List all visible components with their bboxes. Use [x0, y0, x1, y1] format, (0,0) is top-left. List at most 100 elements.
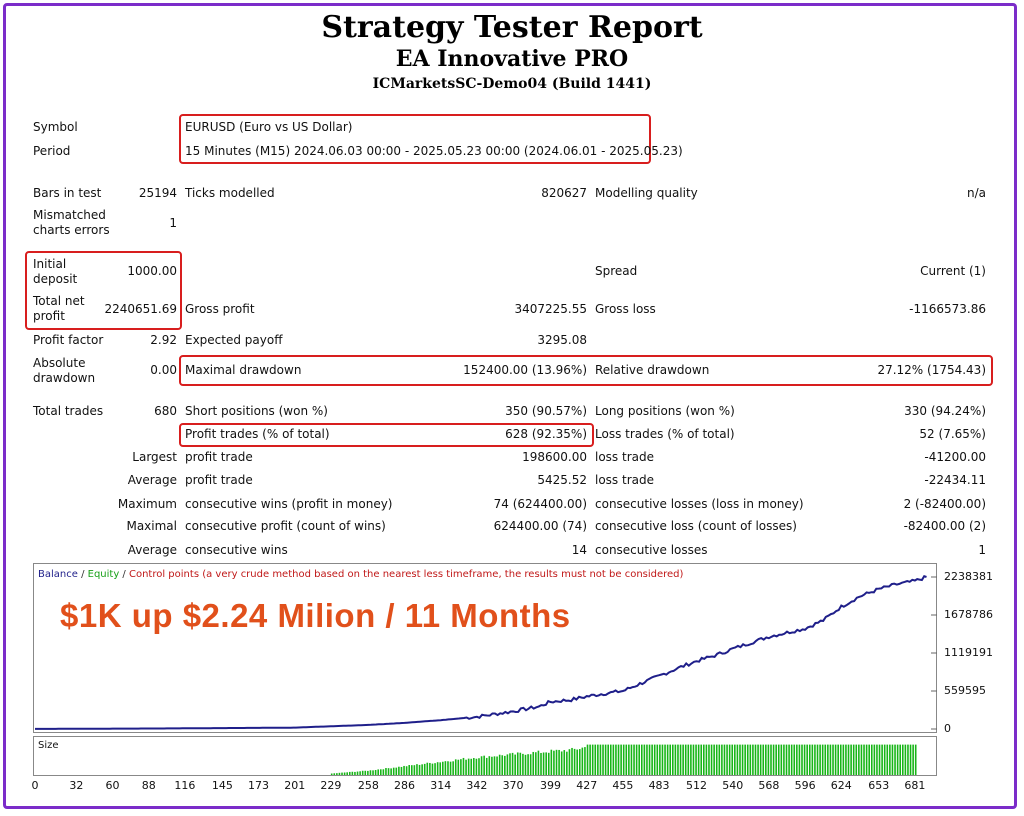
size-bar	[669, 744, 672, 775]
size-bar	[783, 744, 785, 775]
size-bar	[361, 770, 364, 775]
size-bar	[421, 764, 423, 775]
trades-value: 680	[154, 404, 177, 418]
highlight-symbol-period	[179, 114, 651, 164]
size-bar	[372, 770, 374, 775]
symbol-label: Symbol	[33, 120, 78, 134]
mxl-cp-label: consecutive profit (count of wins)	[185, 519, 386, 533]
bars-label: Bars in test	[33, 186, 102, 200]
size-bar	[379, 769, 382, 775]
x-tick-label: 145	[211, 779, 233, 792]
highlight-drawdowns	[179, 355, 993, 386]
x-tick-label: 258	[357, 779, 379, 792]
size-bar	[341, 772, 343, 775]
size-bar	[553, 750, 555, 775]
size-bar	[488, 756, 491, 775]
average2-label: Average	[127, 543, 177, 557]
x-tick-label: 681	[904, 779, 926, 792]
y-tick-label: 1678786	[944, 608, 993, 621]
size-bar	[369, 770, 372, 775]
payoff-value: 3295.08	[537, 333, 587, 347]
size-bar	[721, 744, 723, 775]
x-tick-label: 540	[722, 779, 744, 792]
x-tick-label: 568	[758, 779, 780, 792]
size-bar	[697, 744, 700, 775]
size-bar	[460, 759, 462, 775]
avg-cw-value: 14	[571, 543, 587, 557]
size-bar	[907, 744, 909, 775]
size-bar	[447, 761, 449, 775]
size-bar	[855, 744, 858, 775]
average-pt-value: 5425.52	[537, 473, 587, 487]
largest-pt-value: 198600.00	[522, 450, 587, 464]
x-tick-label: 0	[31, 779, 39, 792]
size-bar	[731, 744, 734, 775]
size-bar	[690, 744, 692, 775]
period-value: 15 Minutes (M15) 2024.06.03 00:00 - 2025…	[185, 144, 683, 158]
deposit-label-line2: deposit	[33, 272, 78, 286]
grossloss-label: Gross loss	[595, 302, 656, 316]
size-bar	[609, 744, 612, 775]
size-bar	[410, 765, 413, 775]
size-bar	[359, 771, 361, 775]
maximum-label: Maximum	[117, 497, 177, 511]
size-bar	[467, 758, 470, 775]
highlight-deposit-profit	[25, 251, 182, 330]
size-bar	[860, 744, 863, 775]
size-bar	[723, 744, 726, 775]
size-bar	[780, 744, 783, 775]
size-bar	[604, 744, 607, 775]
size-bar	[659, 744, 661, 775]
size-bar	[878, 744, 881, 775]
size-bar	[576, 749, 578, 775]
size-bar	[602, 744, 604, 775]
size-bar	[529, 754, 532, 775]
size-bar	[640, 744, 643, 775]
legend-equity: Equity	[87, 569, 120, 580]
size-bar	[863, 744, 865, 775]
size-bar	[558, 749, 560, 775]
grossloss-value: -1166573.86	[909, 302, 986, 316]
max-cl-label: consecutive losses (loss in money)	[595, 497, 804, 511]
size-bar	[821, 744, 824, 775]
legend-balance: Balance	[38, 569, 78, 580]
size-bar	[403, 765, 405, 775]
y-tick-label: 2238381	[944, 570, 993, 583]
largest-lt-label: loss trade	[595, 450, 654, 464]
size-bar	[377, 769, 380, 775]
lt-value: 52 (7.65%)	[919, 427, 986, 441]
size-bar	[568, 749, 571, 775]
legend-control-points: Control points (a very crude method base…	[128, 569, 684, 580]
size-bar	[899, 744, 902, 775]
mxl-cp-value: 624400.00 (74)	[493, 519, 587, 533]
size-bar	[540, 752, 542, 775]
size-bar	[330, 773, 333, 775]
size-bar	[806, 744, 808, 775]
size-bar	[852, 744, 855, 775]
x-tick-label: 342	[466, 779, 488, 792]
size-bar	[442, 761, 444, 775]
size-bar	[746, 744, 749, 775]
highlight-profit-trades	[179, 423, 594, 447]
x-tick-label: 653	[868, 779, 890, 792]
chart-legend: Balance / Equity / Control points (a ver…	[38, 569, 683, 580]
size-bar	[491, 756, 493, 775]
size-bar	[480, 756, 483, 775]
size-bar	[661, 744, 664, 775]
size-bar	[633, 744, 635, 775]
size-bar	[850, 744, 852, 775]
size-bar	[870, 744, 873, 775]
x-tick-label: 370	[502, 779, 524, 792]
x-tick-label: 201	[284, 779, 306, 792]
ticks-value: 820627	[541, 186, 587, 200]
size-bar	[808, 744, 811, 775]
size-bar	[615, 744, 617, 775]
size-bar	[677, 744, 679, 775]
largest-lt-value: -41200.00	[924, 450, 986, 464]
size-chart	[330, 744, 917, 775]
size-bar	[713, 744, 715, 775]
balance-chart	[35, 574, 937, 730]
size-bar	[465, 759, 467, 775]
size-bar	[744, 744, 746, 775]
x-tick-label: 596	[794, 779, 816, 792]
